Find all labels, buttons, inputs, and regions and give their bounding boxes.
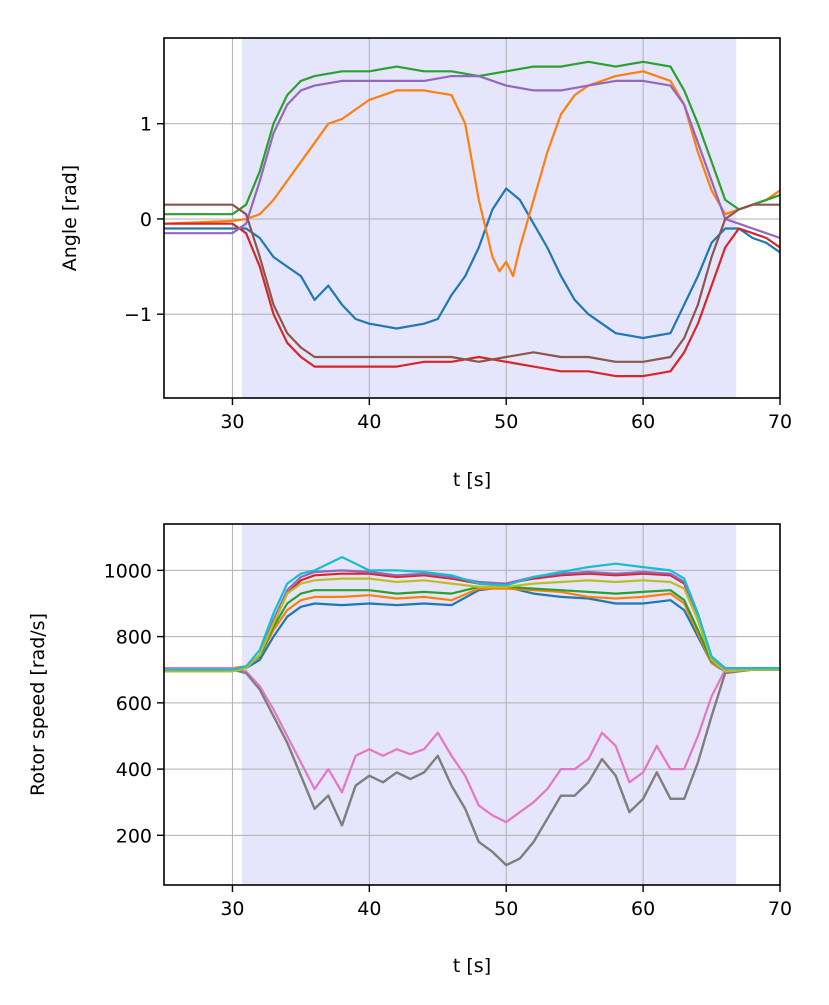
x-tick-label: 60 xyxy=(631,898,655,920)
x-tick-label: 70 xyxy=(768,898,792,920)
series-group xyxy=(164,556,780,867)
angle-panel: 30 40 50 60 70 −1 0 1 t [s] Angle [rad] xyxy=(59,37,792,491)
y-axis-label: Rotor speed [rad/s] xyxy=(27,613,49,796)
x-tick-label: 60 xyxy=(631,411,655,433)
series-line-8 xyxy=(164,577,780,673)
y-tick-label: 1 xyxy=(140,114,152,136)
x-axis-label: t [s] xyxy=(453,955,491,977)
series-line-6 xyxy=(164,667,780,824)
x-tick-label: 50 xyxy=(494,411,518,433)
y-tick-label: 600 xyxy=(116,693,152,715)
series-line-4 xyxy=(164,569,780,671)
series-group xyxy=(164,60,780,378)
shaded-region xyxy=(242,524,737,885)
series-line-1 xyxy=(164,70,780,278)
series-line-7 xyxy=(164,668,780,867)
x-tick-label: 30 xyxy=(220,898,244,920)
y-axis-label: Angle [rad] xyxy=(59,165,81,271)
y-tick-label: 0 xyxy=(140,209,152,231)
axes-frame xyxy=(163,523,781,886)
x-tick-label: 50 xyxy=(494,898,518,920)
y-tick-label: 400 xyxy=(116,759,152,781)
series-line-4 xyxy=(164,75,780,240)
y-tick-label: 800 xyxy=(116,627,152,649)
series-line-0 xyxy=(164,585,780,673)
rotor-speed-panel: 30 40 50 60 70 200 400 600 800 1000 t [s] Rotor spe… xyxy=(27,523,792,977)
series-line-0 xyxy=(164,187,780,340)
x-axis-label: t [s] xyxy=(453,469,491,491)
y-tick-label: −1 xyxy=(124,304,152,326)
y-tick-label: 1000 xyxy=(104,560,152,582)
series-line-3 xyxy=(164,222,780,378)
series-line-5 xyxy=(164,203,780,363)
series-line-9 xyxy=(164,556,780,671)
x-tick-label: 30 xyxy=(220,411,244,433)
series-line-2 xyxy=(164,60,780,216)
x-tick-label: 40 xyxy=(357,898,381,920)
x-tick-label: 70 xyxy=(768,411,792,433)
y-tick-label: 200 xyxy=(116,825,152,847)
axes-frame xyxy=(163,37,781,399)
series-line-1 xyxy=(164,587,780,671)
x-tick-label: 40 xyxy=(357,411,381,433)
